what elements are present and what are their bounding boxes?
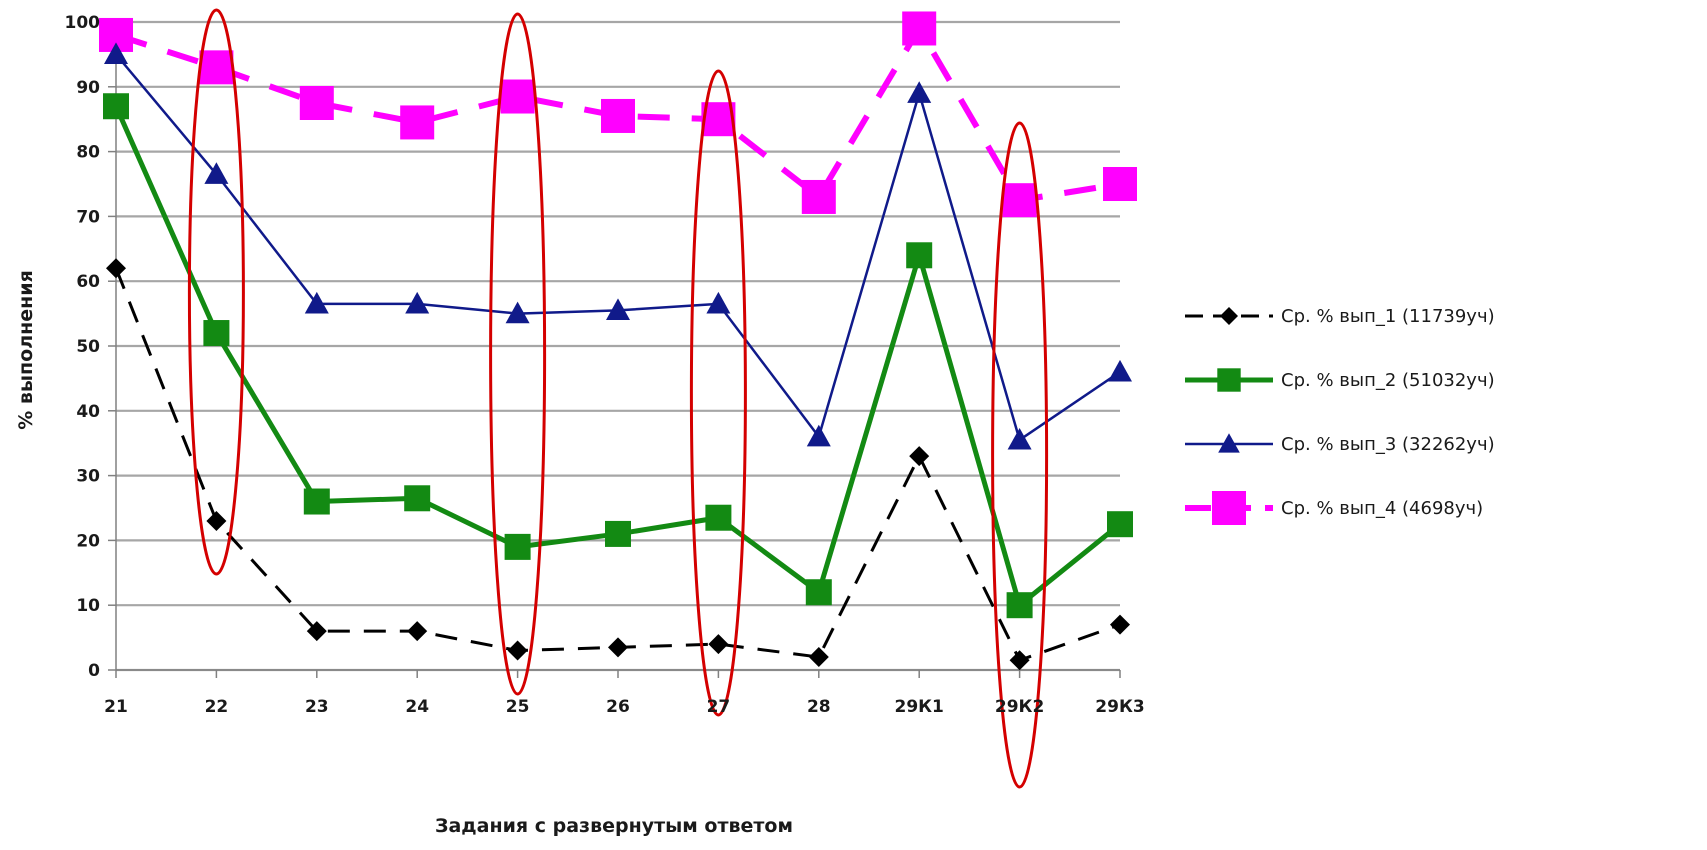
series-1-point (909, 446, 930, 467)
highlight-ellipse-29К2 (991, 121, 1049, 789)
series-1-point (407, 621, 428, 642)
legend-marker-swatch (1218, 433, 1240, 453)
y-tick-label: 80 (76, 143, 100, 163)
highlight-ellipse-27 (689, 69, 747, 717)
series-1-point (206, 510, 227, 531)
legend: Ср. % вып_1 (11739уч) Ср. % вып_2 (51032у… (1185, 306, 1495, 525)
series-4-point (1002, 183, 1037, 218)
series-2-point (1006, 592, 1033, 619)
series-2-point (705, 504, 732, 531)
series-2-point (303, 488, 330, 515)
legend-entry-4: Ср. % вып_4 (4698уч) (1185, 491, 1483, 525)
x-tick-label: 29К2 (995, 697, 1044, 717)
gridlines (116, 20, 1120, 672)
series-4-line (115, 25, 1121, 204)
series-1-point (507, 640, 528, 661)
series-1-point (708, 634, 729, 655)
series-1 (106, 258, 1130, 671)
tick-labels: 0 10 20 30 40 50 60 70 80 90 100 21 22 23 24 25 26 27 28 29… (65, 13, 1145, 717)
series-2-point (103, 93, 129, 120)
series-1-point (106, 258, 126, 279)
x-tick-label: 29К1 (895, 697, 944, 717)
series-2-point (906, 242, 933, 269)
series-2-point (203, 320, 230, 347)
series-3-point (606, 298, 630, 320)
legend-entry-3: Ср. % вып_3 (32262уч) (1185, 433, 1495, 455)
series-3-point (907, 81, 932, 103)
series-3-point (505, 301, 530, 324)
series-4-point (500, 79, 535, 114)
series-1-point (608, 637, 628, 658)
y-tick-label: 10 (76, 596, 100, 616)
legend-label: Ср. % вып_3 (32262уч) (1281, 434, 1495, 455)
x-tick-label: 22 (205, 697, 229, 717)
series-1-point (1009, 650, 1030, 671)
x-tick-label: 27 (707, 697, 731, 717)
series-2-point (605, 520, 631, 547)
series-group (99, 11, 1137, 671)
y-tick-label: 0 (88, 661, 100, 681)
series-4-point (902, 11, 937, 46)
x-tick-label: 29К3 (1095, 697, 1144, 717)
legend-entry-1: Ср. % вып_1 (11739уч) (1185, 306, 1495, 327)
series-3-point (1007, 427, 1032, 450)
legend-marker-swatch (1212, 491, 1246, 525)
series-1-line (114, 267, 1121, 662)
series-3-point (706, 291, 731, 314)
series-2-point (504, 533, 531, 560)
series-3-point (304, 291, 329, 314)
annotation-ellipses (187, 8, 1049, 789)
highlight-ellipse-22 (187, 8, 245, 576)
x-axis-title: Задания с развернутым ответом (435, 815, 793, 837)
series-4-point (400, 105, 435, 140)
series-3 (104, 42, 1132, 450)
series-2-point (805, 579, 832, 606)
y-tick-label: 100 (65, 13, 101, 33)
x-tick-label: 23 (305, 697, 329, 717)
y-tick-label: 50 (76, 337, 100, 357)
legend-marker-swatch (1217, 368, 1241, 392)
y-tick-label: 90 (76, 78, 100, 98)
legend-entry-2: Ср. % вып_2 (51032уч) (1185, 368, 1495, 392)
series-1-point (1110, 614, 1130, 635)
x-tick-label: 24 (405, 697, 429, 717)
y-tick-label: 60 (76, 272, 100, 292)
series-4-point (199, 50, 234, 85)
y-tick-label: 30 (76, 467, 100, 487)
series-4-point (1103, 167, 1137, 201)
legend-label: Ср. % вып_4 (4698уч) (1281, 498, 1483, 519)
series-1-point (808, 647, 829, 668)
series-3-point (1108, 359, 1132, 382)
series-3-point (806, 424, 831, 447)
axes (108, 21, 1121, 678)
series-2-point (404, 485, 431, 512)
series-4-point (601, 98, 635, 133)
series-4 (99, 11, 1137, 218)
series-2 (103, 93, 1133, 619)
x-tick-label: 28 (807, 697, 831, 717)
x-tick-label: 21 (104, 697, 128, 717)
x-tick-label: 26 (606, 697, 630, 717)
legend-label: Ср. % вып_2 (51032уч) (1281, 370, 1495, 391)
series-2-point (1107, 511, 1133, 538)
legend-label: Ср. % вып_1 (11739уч) (1281, 306, 1495, 327)
y-axis-title: % выполнения (15, 270, 37, 430)
series-3-point (104, 42, 128, 64)
series-3-point (204, 162, 229, 184)
highlight-ellipse-25 (489, 12, 547, 696)
series-3-point (405, 291, 430, 314)
x-tick-label: 25 (506, 697, 530, 717)
series-4-point (299, 86, 334, 120)
y-tick-label: 40 (76, 402, 100, 422)
legend-marker-swatch (1220, 307, 1238, 325)
y-tick-label: 70 (76, 207, 100, 227)
series-4-point (801, 179, 836, 214)
y-tick-label: 20 (76, 531, 100, 551)
series-1-point (306, 621, 327, 642)
